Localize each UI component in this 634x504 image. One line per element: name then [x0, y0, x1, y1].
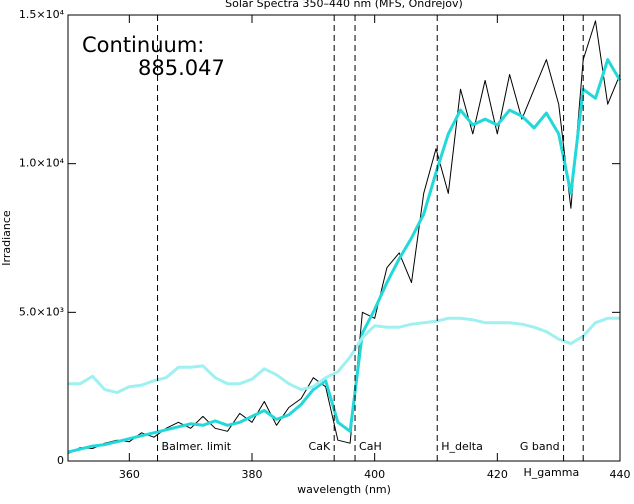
- x-axis-label: wavelength (nm): [297, 483, 391, 496]
- y-axis-label: Irradiance: [0, 210, 13, 266]
- y-tick-label: 1.5×10⁴: [19, 8, 65, 21]
- annotation: Continuum:: [82, 33, 204, 57]
- y-tick-label: 5.0×10³: [19, 305, 64, 318]
- reference-label: H_gamma: [524, 466, 580, 479]
- series-line: [67, 58, 622, 454]
- reference-label: G band: [520, 440, 560, 453]
- series-line: [68, 316, 620, 395]
- annotation: 885.047: [138, 56, 225, 80]
- y-tick-label: 1.0×10⁴: [19, 157, 65, 170]
- reference-label: CaK: [309, 440, 331, 453]
- x-tick-label: 400: [364, 468, 385, 481]
- reference-label: CaH: [359, 440, 382, 453]
- reference-label: Balmer. limit: [162, 440, 232, 453]
- x-tick-label: 360: [119, 468, 140, 481]
- x-tick-label: 420: [487, 468, 508, 481]
- chart-title: Solar Spectra 350–440 nm (MFS, Ondrejov): [225, 0, 463, 10]
- y-tick-label: 0: [57, 454, 64, 467]
- x-tick-label: 380: [242, 468, 263, 481]
- plot-frame: [67, 14, 621, 462]
- x-tick-label: 440: [610, 468, 631, 481]
- reference-label: H_delta: [441, 440, 483, 453]
- series-line: [67, 20, 621, 455]
